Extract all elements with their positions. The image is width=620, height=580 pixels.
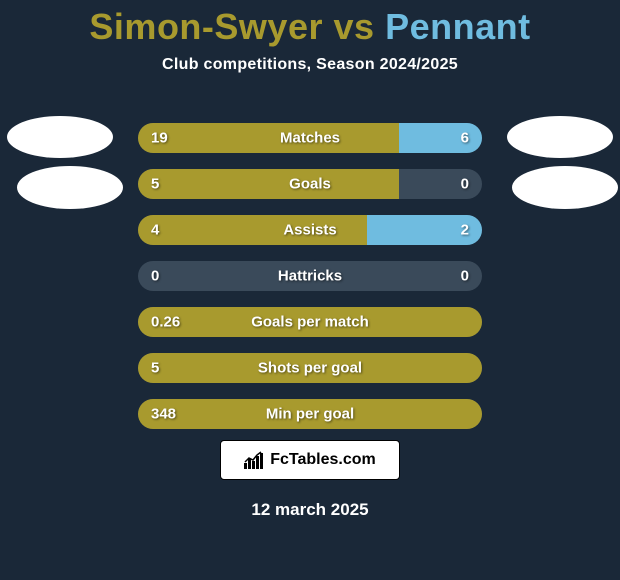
bar-value-right: 0 [461, 268, 469, 285]
brand-text: FcTables.com [270, 451, 376, 469]
bar-row: 0 0 Hattricks [138, 261, 482, 291]
comparison-bars: 19 6 Matches 5 0 Goals 4 2 Assists 0 0 Hattricks 0.2… [138, 123, 482, 445]
chart-icon [244, 451, 264, 469]
bar-row: 5 Shots per goal [138, 353, 482, 383]
bar-row: 19 6 Matches [138, 123, 482, 153]
bar-label: Hattricks [278, 268, 342, 285]
brand-badge: FcTables.com [220, 440, 400, 480]
bar-label: Goals [289, 176, 331, 193]
player1-avatar-secondary [17, 166, 123, 209]
bar-fill-player2 [399, 123, 482, 153]
bar-label: Matches [280, 130, 340, 147]
bar-label: Min per goal [266, 406, 354, 423]
vs-text: vs [334, 6, 375, 47]
subtitle: Club competitions, Season 2024/2025 [0, 56, 620, 74]
bar-value-left: 19 [151, 130, 168, 147]
player2-avatar [507, 116, 613, 158]
bar-row: 0.26 Goals per match [138, 307, 482, 337]
bar-value-left: 5 [151, 176, 159, 193]
bar-value-left: 348 [151, 406, 176, 423]
player1-avatar [7, 116, 113, 158]
page-title: Simon-Swyer vs Pennant [0, 0, 620, 48]
date-text: 12 march 2025 [251, 500, 368, 520]
player2-avatar-secondary [512, 166, 618, 209]
bar-label: Assists [283, 222, 336, 239]
player1-name: Simon-Swyer [89, 6, 323, 47]
bar-label: Goals per match [251, 314, 369, 331]
bar-fill-player1 [138, 169, 399, 199]
bar-value-left: 4 [151, 222, 159, 239]
bar-value-right: 0 [461, 176, 469, 193]
bar-row: 5 0 Goals [138, 169, 482, 199]
bar-value-left: 5 [151, 360, 159, 377]
bar-fill-player1 [138, 123, 399, 153]
player2-name: Pennant [385, 6, 531, 47]
bar-row: 348 Min per goal [138, 399, 482, 429]
bar-value-left: 0 [151, 268, 159, 285]
bar-label: Shots per goal [258, 360, 362, 377]
bar-value-right: 6 [461, 130, 469, 147]
bar-value-left: 0.26 [151, 314, 180, 331]
bar-row: 4 2 Assists [138, 215, 482, 245]
bar-value-right: 2 [461, 222, 469, 239]
